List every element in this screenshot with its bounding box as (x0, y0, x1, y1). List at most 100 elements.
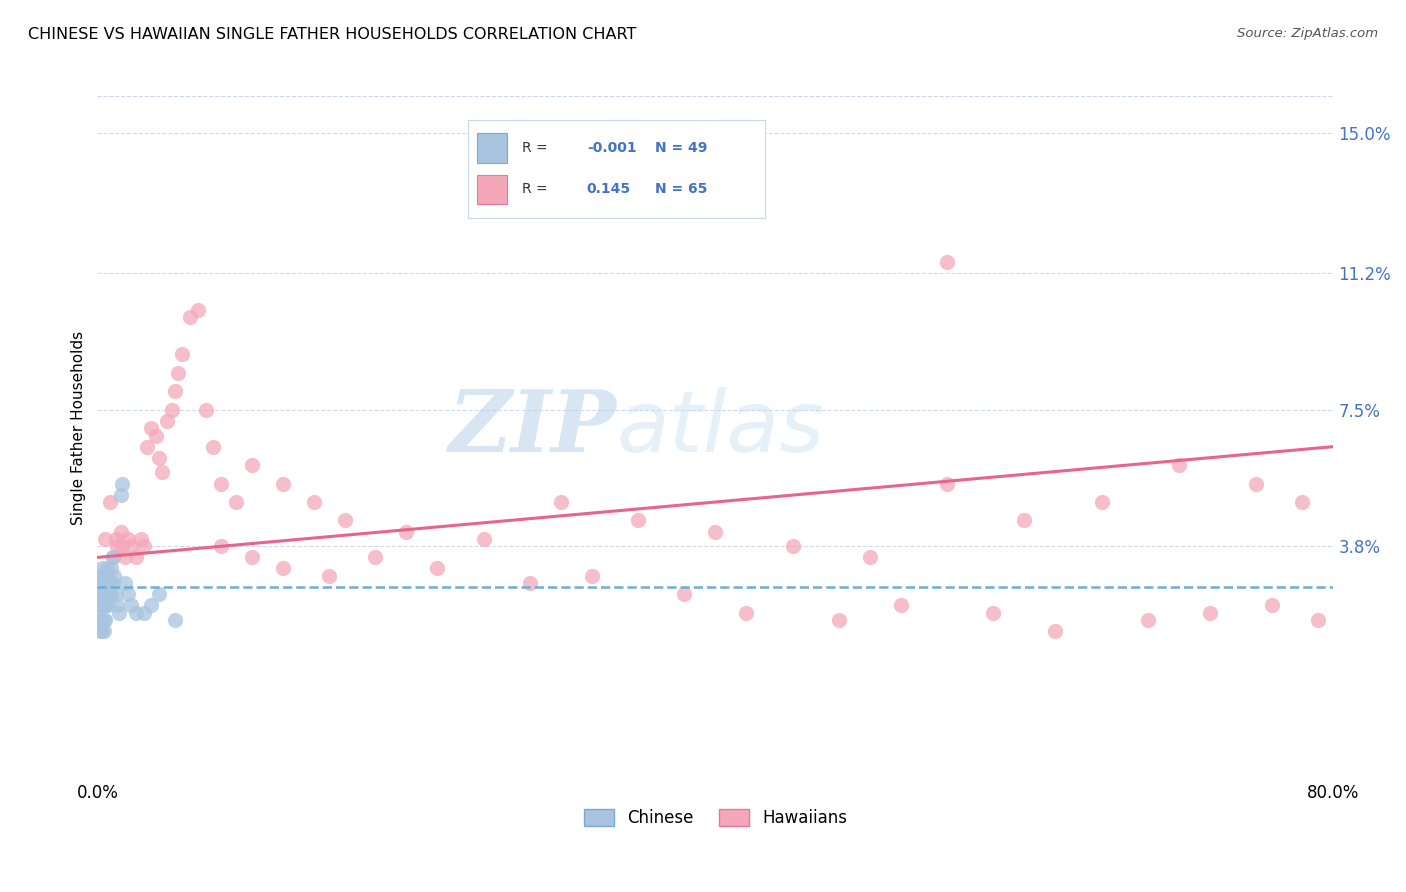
Point (110, 524, 132, 539)
Point (209, 539, 232, 553)
Point (1136, 613, 1159, 627)
Point (209, 476, 232, 491)
Point (94, 532, 117, 546)
Point (93, 569, 115, 583)
Point (936, 255, 959, 269)
Point (107, 539, 129, 553)
Point (101, 550, 124, 565)
Point (472, 532, 495, 546)
Point (132, 539, 155, 553)
Point (89, 624, 111, 639)
Point (364, 550, 387, 565)
Point (426, 561, 449, 575)
Point (104, 587, 127, 601)
Legend: Chinese, Hawaiians: Chinese, Hawaiians (578, 802, 853, 834)
Point (202, 440, 225, 454)
Point (96, 561, 118, 575)
Point (782, 539, 804, 553)
Point (160, 402, 183, 417)
Point (141, 599, 163, 613)
Point (100, 561, 122, 575)
Point (110, 488, 132, 502)
Point (1291, 495, 1313, 509)
Point (87, 599, 110, 613)
Point (1260, 599, 1282, 613)
Point (114, 576, 136, 591)
Point (163, 613, 186, 627)
Point (120, 599, 142, 613)
Point (111, 539, 134, 553)
Point (94, 587, 117, 601)
Text: Source: ZipAtlas.com: Source: ZipAtlas.com (1237, 27, 1378, 40)
Point (148, 450, 170, 465)
Point (627, 513, 650, 527)
Point (97, 599, 120, 613)
Point (111, 476, 134, 491)
Point (91, 599, 114, 613)
Text: CHINESE VS HAWAIIAN SINGLE FATHER HOUSEHOLDS CORRELATION CHART: CHINESE VS HAWAIIAN SINGLE FATHER HOUSEH… (28, 27, 637, 42)
Y-axis label: Single Father Households: Single Father Households (72, 331, 86, 525)
Point (828, 613, 851, 627)
Point (91, 576, 114, 591)
Point (936, 476, 959, 491)
Point (87, 613, 110, 627)
Point (101, 576, 124, 591)
Point (89, 587, 111, 601)
Point (172, 347, 194, 361)
Point (550, 495, 572, 509)
Point (93, 613, 115, 627)
Point (125, 606, 148, 620)
Point (240, 458, 263, 472)
Text: atlas: atlas (616, 386, 824, 470)
Point (704, 524, 727, 539)
Point (87, 576, 110, 591)
Point (163, 384, 186, 399)
Point (1091, 495, 1114, 509)
Point (94, 576, 117, 591)
Point (271, 561, 294, 575)
Point (194, 402, 217, 417)
Point (125, 550, 148, 565)
Point (983, 606, 1005, 620)
Point (859, 550, 882, 565)
Point (271, 476, 294, 491)
Point (93, 624, 115, 639)
Point (97, 587, 120, 601)
Point (135, 440, 157, 454)
Point (187, 303, 209, 318)
Point (225, 495, 247, 509)
Point (735, 606, 758, 620)
Point (890, 599, 912, 613)
Point (581, 569, 603, 583)
Point (94, 613, 117, 627)
Point (1306, 613, 1329, 627)
Point (101, 550, 124, 565)
Point (94, 599, 117, 613)
Point (96, 576, 118, 591)
Point (1014, 513, 1036, 527)
Point (156, 414, 179, 428)
Point (89, 599, 111, 613)
Point (166, 366, 188, 380)
Point (107, 599, 129, 613)
Point (97, 569, 120, 583)
Point (673, 587, 696, 601)
Point (333, 513, 356, 527)
Point (1045, 624, 1067, 639)
Point (1167, 458, 1189, 472)
Point (98, 587, 121, 601)
Point (104, 532, 127, 546)
Point (179, 310, 201, 325)
Point (240, 550, 263, 565)
Point (108, 606, 131, 620)
Point (117, 532, 139, 546)
Point (302, 495, 325, 509)
Point (98, 495, 121, 509)
Point (1198, 606, 1220, 620)
Point (519, 576, 541, 591)
Point (318, 569, 340, 583)
Point (120, 539, 142, 553)
Point (91, 587, 114, 601)
Point (89, 569, 111, 583)
Point (93, 587, 115, 601)
